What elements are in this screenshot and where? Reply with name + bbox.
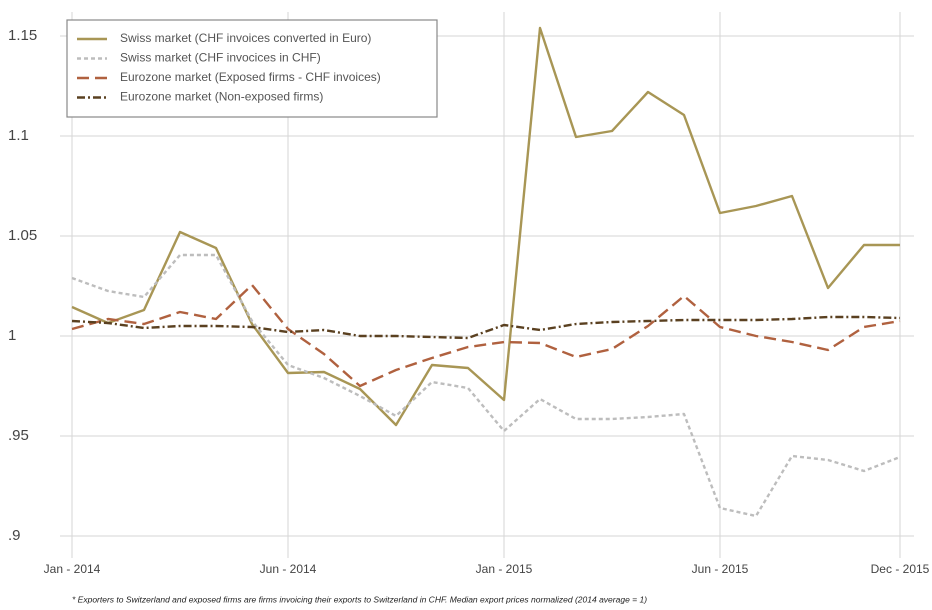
legend-box xyxy=(66,19,438,118)
y-tick-label: 1.1 xyxy=(8,127,29,144)
y-tick-label: 1 xyxy=(8,327,16,344)
legend-label: Eurozone market (Exposed firms - CHF inv… xyxy=(120,70,381,84)
x-tick-label: Jun - 2014 xyxy=(260,562,317,576)
legend-label: Eurozone market (Non-exposed firms) xyxy=(120,90,323,104)
y-tick-label: 1.15 xyxy=(8,27,37,44)
series-line xyxy=(71,253,901,518)
x-tick-label: Jan - 2014 xyxy=(44,562,101,576)
series-line xyxy=(71,283,901,388)
footnote: * Exporters to Switzerland and exposed f… xyxy=(72,594,647,604)
y-tick-label: 1.05 xyxy=(8,227,37,244)
x-tick-label: Dec - 2015 xyxy=(871,562,930,576)
x-tick-label: Jan - 2015 xyxy=(476,562,533,576)
x-tick-label: Jun - 2015 xyxy=(692,562,749,576)
y-tick-label: .9 xyxy=(8,527,21,544)
legend-label: Swiss market (CHF invocices in CHF) xyxy=(120,51,321,65)
series-line xyxy=(71,315,901,340)
series-line xyxy=(71,26,900,427)
y-tick-label: .95 xyxy=(8,427,29,444)
legend-label: Swiss market (CHF invoices converted in … xyxy=(120,31,371,45)
